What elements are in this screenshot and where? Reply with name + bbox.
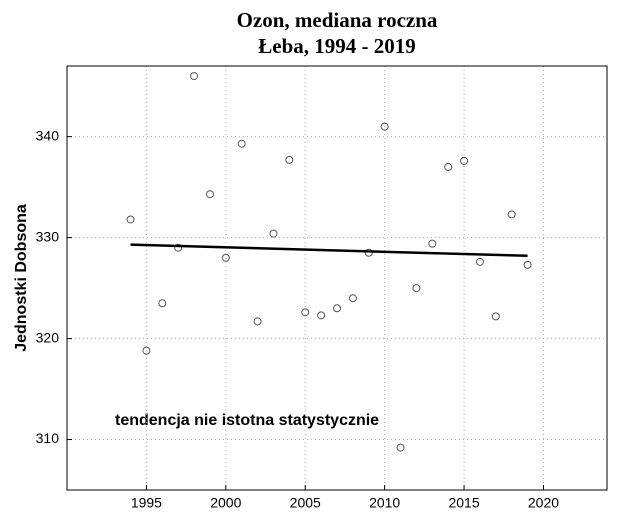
point (507, 210, 516, 219)
point (301, 308, 310, 317)
x-tick-label: 2000 (210, 495, 241, 511)
point (142, 346, 151, 355)
point (412, 284, 421, 293)
point (475, 257, 484, 266)
point (317, 311, 326, 320)
point (348, 294, 357, 303)
y-axis-label: Jednostki Dobsona (13, 204, 30, 352)
point (253, 317, 262, 326)
point (491, 312, 500, 321)
trend-line (130, 243, 528, 258)
point (333, 304, 341, 313)
point (126, 215, 135, 224)
point (190, 72, 199, 81)
y-tick-label: 330 (36, 228, 60, 244)
point (237, 139, 246, 148)
x-tick-label: 1995 (131, 495, 162, 511)
x-tick-label: 2015 (448, 495, 479, 511)
y-tick-label: 340 (36, 127, 60, 143)
point (285, 155, 294, 164)
x-tick-label: 2020 (528, 495, 559, 511)
x-tick-label: 2005 (290, 495, 321, 511)
chart-subtitle: Łeba, 1994 - 2019 (258, 34, 416, 58)
point (221, 253, 230, 262)
chart-title: Ozon, mediana roczna (237, 8, 438, 32)
point (396, 443, 405, 452)
point (380, 122, 389, 131)
point (444, 162, 453, 171)
plot-frame (66, 65, 608, 491)
point (269, 229, 278, 238)
y-tick-label: 310 (36, 430, 60, 446)
x-tick-label: 2010 (369, 495, 400, 511)
point (364, 248, 373, 257)
point (174, 243, 183, 252)
annotation: tendencja nie istotna statystycznie (115, 412, 379, 429)
point (205, 190, 214, 199)
point (428, 239, 437, 248)
point (523, 260, 532, 269)
y-tick-label: 320 (36, 329, 60, 345)
point (158, 299, 167, 308)
point (460, 156, 469, 165)
